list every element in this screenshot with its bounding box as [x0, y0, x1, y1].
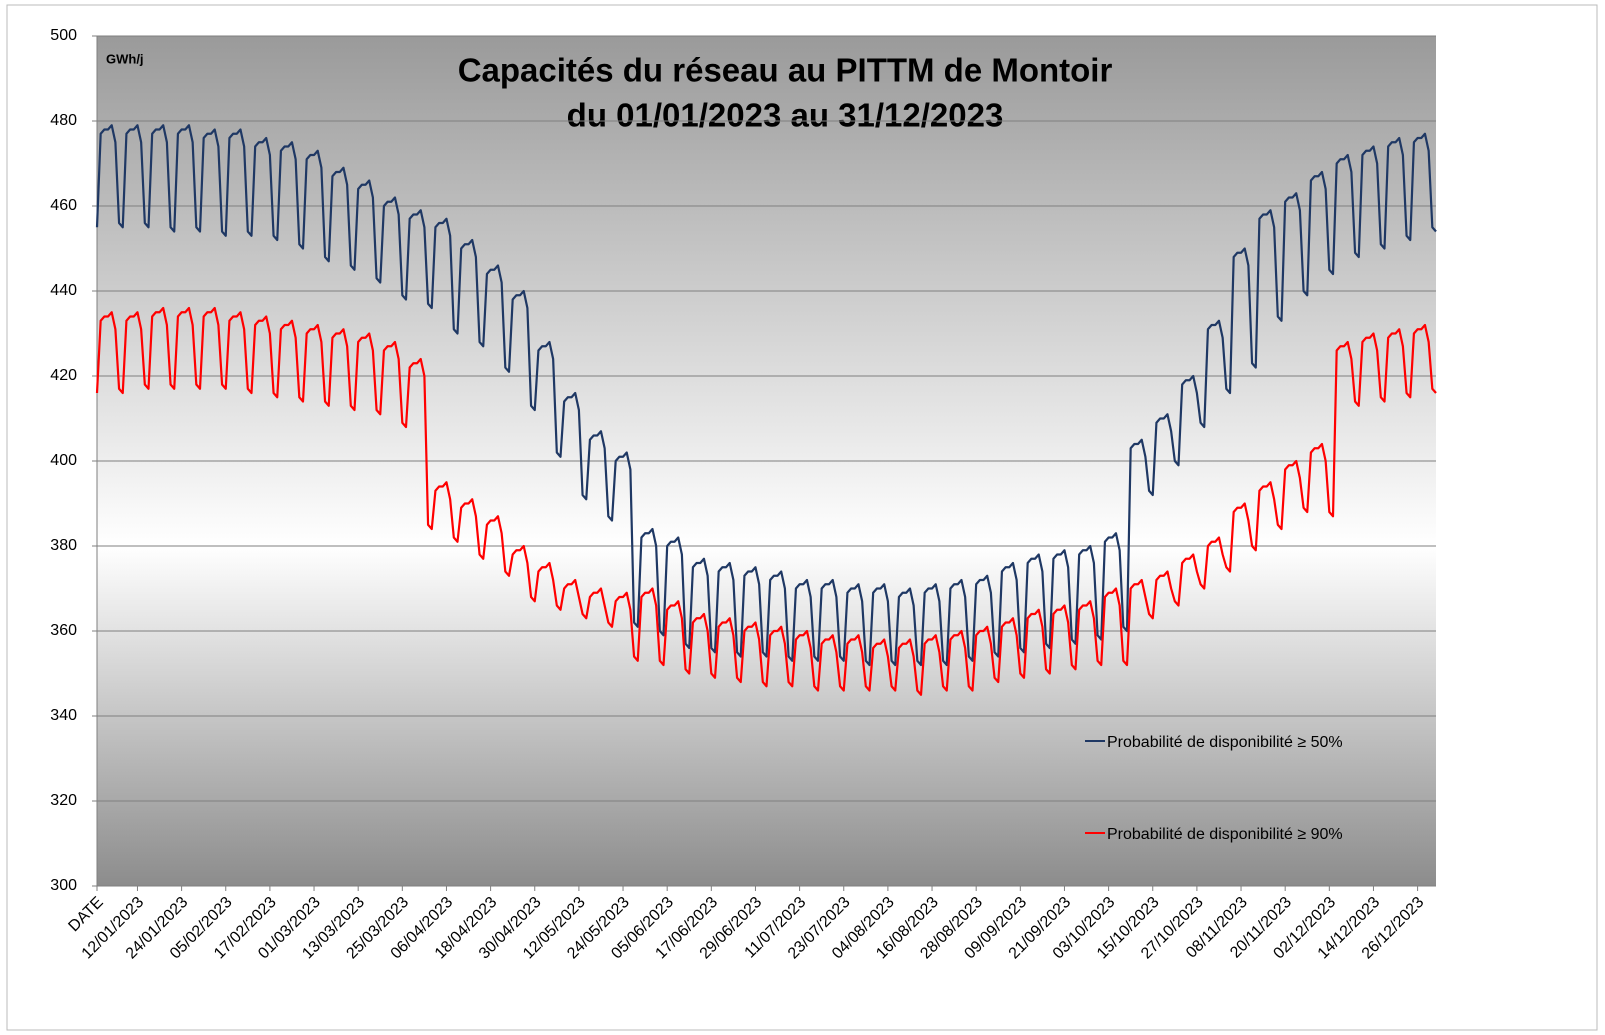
y-tick-label: 480 [50, 112, 77, 129]
chart-border [6, 4, 1598, 1031]
legend-label: Probabilité de disponibilité ≥ 90% [1107, 826, 1343, 843]
y-tick-label: 360 [50, 622, 77, 639]
y-tick-label: 380 [50, 537, 77, 554]
y-tick-label: 500 [50, 27, 77, 44]
legend-swatch [1085, 832, 1105, 834]
legend-swatch [1085, 740, 1105, 742]
y-tick-label: 440 [50, 282, 77, 299]
legend-label: Probabilité de disponibilité ≥ 50% [1107, 734, 1343, 751]
y-tick-label: 300 [50, 877, 77, 894]
legend-item: Probabilité de disponibilité ≥ 50% [1085, 730, 1355, 756]
series-line [95, 306, 1437, 696]
series-line [95, 124, 1437, 667]
y-tick-label: 420 [50, 367, 77, 384]
chart-title: du 01/01/2023 au 31/12/2023 [567, 97, 1004, 134]
y-tick-label: 340 [50, 707, 77, 724]
y-tick-label: 460 [50, 197, 77, 214]
unit-label: GWh/j [106, 51, 144, 66]
y-tick-label: 400 [50, 452, 77, 469]
legend-item: Probabilité de disponibilité ≥ 90% [1085, 822, 1355, 848]
y-tick-label: 320 [50, 792, 77, 809]
chart-title: Capacités du réseau au PITTM de Montoir [458, 52, 1113, 89]
